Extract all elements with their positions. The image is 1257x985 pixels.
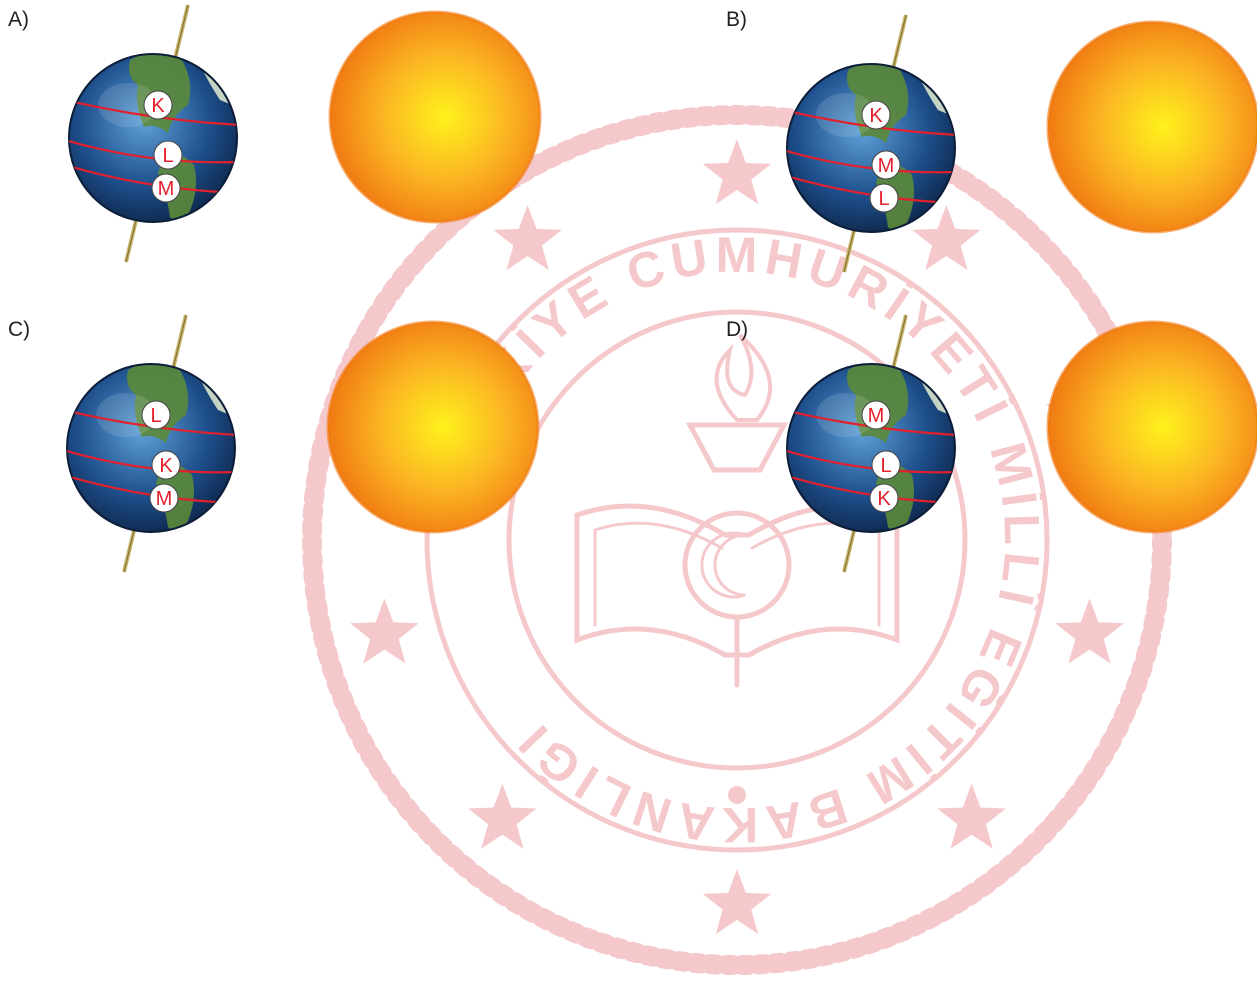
marker-label: M	[158, 178, 175, 200]
sun-icon	[328, 322, 538, 532]
seal-star-icon	[937, 783, 1006, 849]
marker-label: M	[868, 405, 885, 427]
marker-k: K	[151, 450, 181, 480]
marker-label: M	[156, 488, 173, 510]
seal-star-icon	[912, 205, 981, 271]
seal-star-icon	[1055, 598, 1124, 664]
seal-rope-ring	[302, 105, 1172, 975]
marker-label: K	[877, 488, 891, 510]
marker-label: K	[869, 105, 883, 127]
seal-star-icon	[702, 139, 772, 205]
sun-icon	[1048, 322, 1257, 532]
marker-m: M	[871, 150, 901, 180]
marker-m: M	[861, 400, 891, 430]
seal-star-icon	[702, 869, 772, 935]
latitude-line	[69, 138, 237, 164]
option-b-label[interactable]: B)	[726, 8, 747, 31]
marker-l: L	[153, 140, 183, 170]
marker-label: K	[159, 455, 173, 477]
marker-label: M	[878, 155, 895, 177]
latitude-line	[787, 148, 955, 174]
seal-torch-icon	[685, 422, 789, 473]
seal-star-icon	[468, 783, 537, 849]
seal-flame-icon	[714, 333, 773, 422]
earth-sun-svg: K ML	[786, 14, 1257, 273]
marker-l: L	[869, 183, 899, 213]
earth-sun-svg: K LM	[68, 4, 542, 263]
marker-label: L	[162, 145, 173, 167]
marker-label: L	[878, 188, 889, 210]
sun-icon	[330, 12, 540, 222]
seal-star-icon	[493, 205, 562, 271]
latitude-line	[787, 448, 955, 474]
marker-k: K	[861, 100, 891, 130]
marker-k: K	[143, 90, 173, 120]
marker-k: K	[869, 483, 899, 513]
seal-star-icon	[350, 598, 419, 664]
seal-inner-ring-inner	[506, 309, 968, 771]
option-d-label[interactable]: D)	[726, 318, 749, 341]
marker-label: K	[151, 95, 165, 117]
latitude-line	[67, 448, 235, 474]
marker-l: L	[141, 400, 171, 430]
marker-label: L	[150, 405, 161, 427]
sun-icon	[1048, 22, 1257, 232]
seal-crescent-icon	[700, 531, 746, 599]
marker-m: M	[151, 173, 181, 203]
seal-dot	[728, 786, 746, 804]
marker-l: L	[871, 450, 901, 480]
earth-sun-svg: M LK	[786, 314, 1257, 573]
option-a-label[interactable]: A)	[8, 8, 29, 31]
seal-inner-ring-outer	[424, 227, 1050, 853]
marker-m: M	[149, 483, 179, 513]
marker-label: L	[880, 455, 891, 477]
earth-sun-svg: L KM	[66, 314, 540, 573]
option-c-label[interactable]: C)	[8, 318, 31, 341]
